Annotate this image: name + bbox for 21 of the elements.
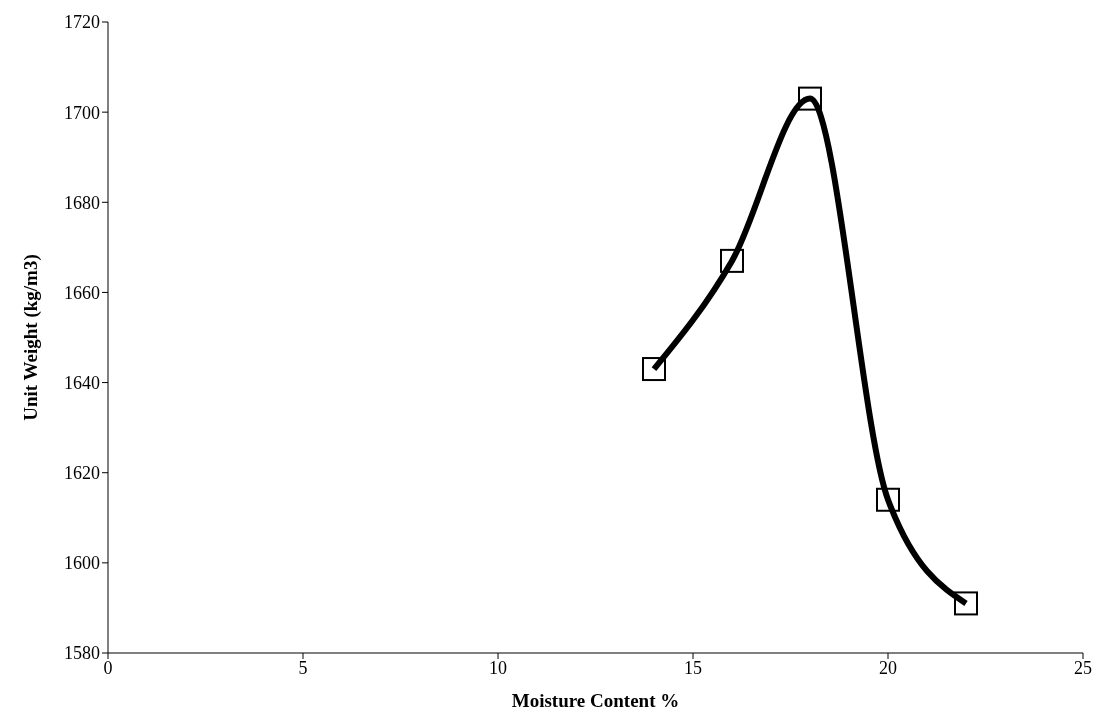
point bbox=[876, 487, 900, 512]
y-tick-label: 1620 bbox=[64, 463, 100, 484]
y-tick-label: 1700 bbox=[64, 102, 100, 123]
y-tick-label: 1640 bbox=[64, 372, 100, 393]
point bbox=[954, 591, 978, 616]
x-tick-label: 25 bbox=[1074, 657, 1092, 678]
y-tick-label: 1660 bbox=[64, 282, 100, 303]
x-tick-label: 10 bbox=[489, 657, 507, 678]
y-tick-label: 1720 bbox=[64, 12, 100, 33]
y-tick-label: 1680 bbox=[64, 192, 100, 213]
y-axis-title: Unit Weight (kg/m3) bbox=[19, 254, 42, 421]
x-tick-label: 0 bbox=[103, 657, 113, 678]
point bbox=[720, 248, 744, 273]
x-tick-label: 20 bbox=[879, 657, 897, 678]
x-tick-label: 5 bbox=[298, 657, 308, 678]
y-tick-label: 1580 bbox=[64, 643, 100, 664]
x-axis-title: Moisture Content % bbox=[511, 690, 680, 711]
point bbox=[642, 357, 666, 382]
point bbox=[798, 86, 822, 111]
x-tick-label: 15 bbox=[684, 657, 702, 678]
y-tick-label: 1600 bbox=[64, 553, 100, 574]
